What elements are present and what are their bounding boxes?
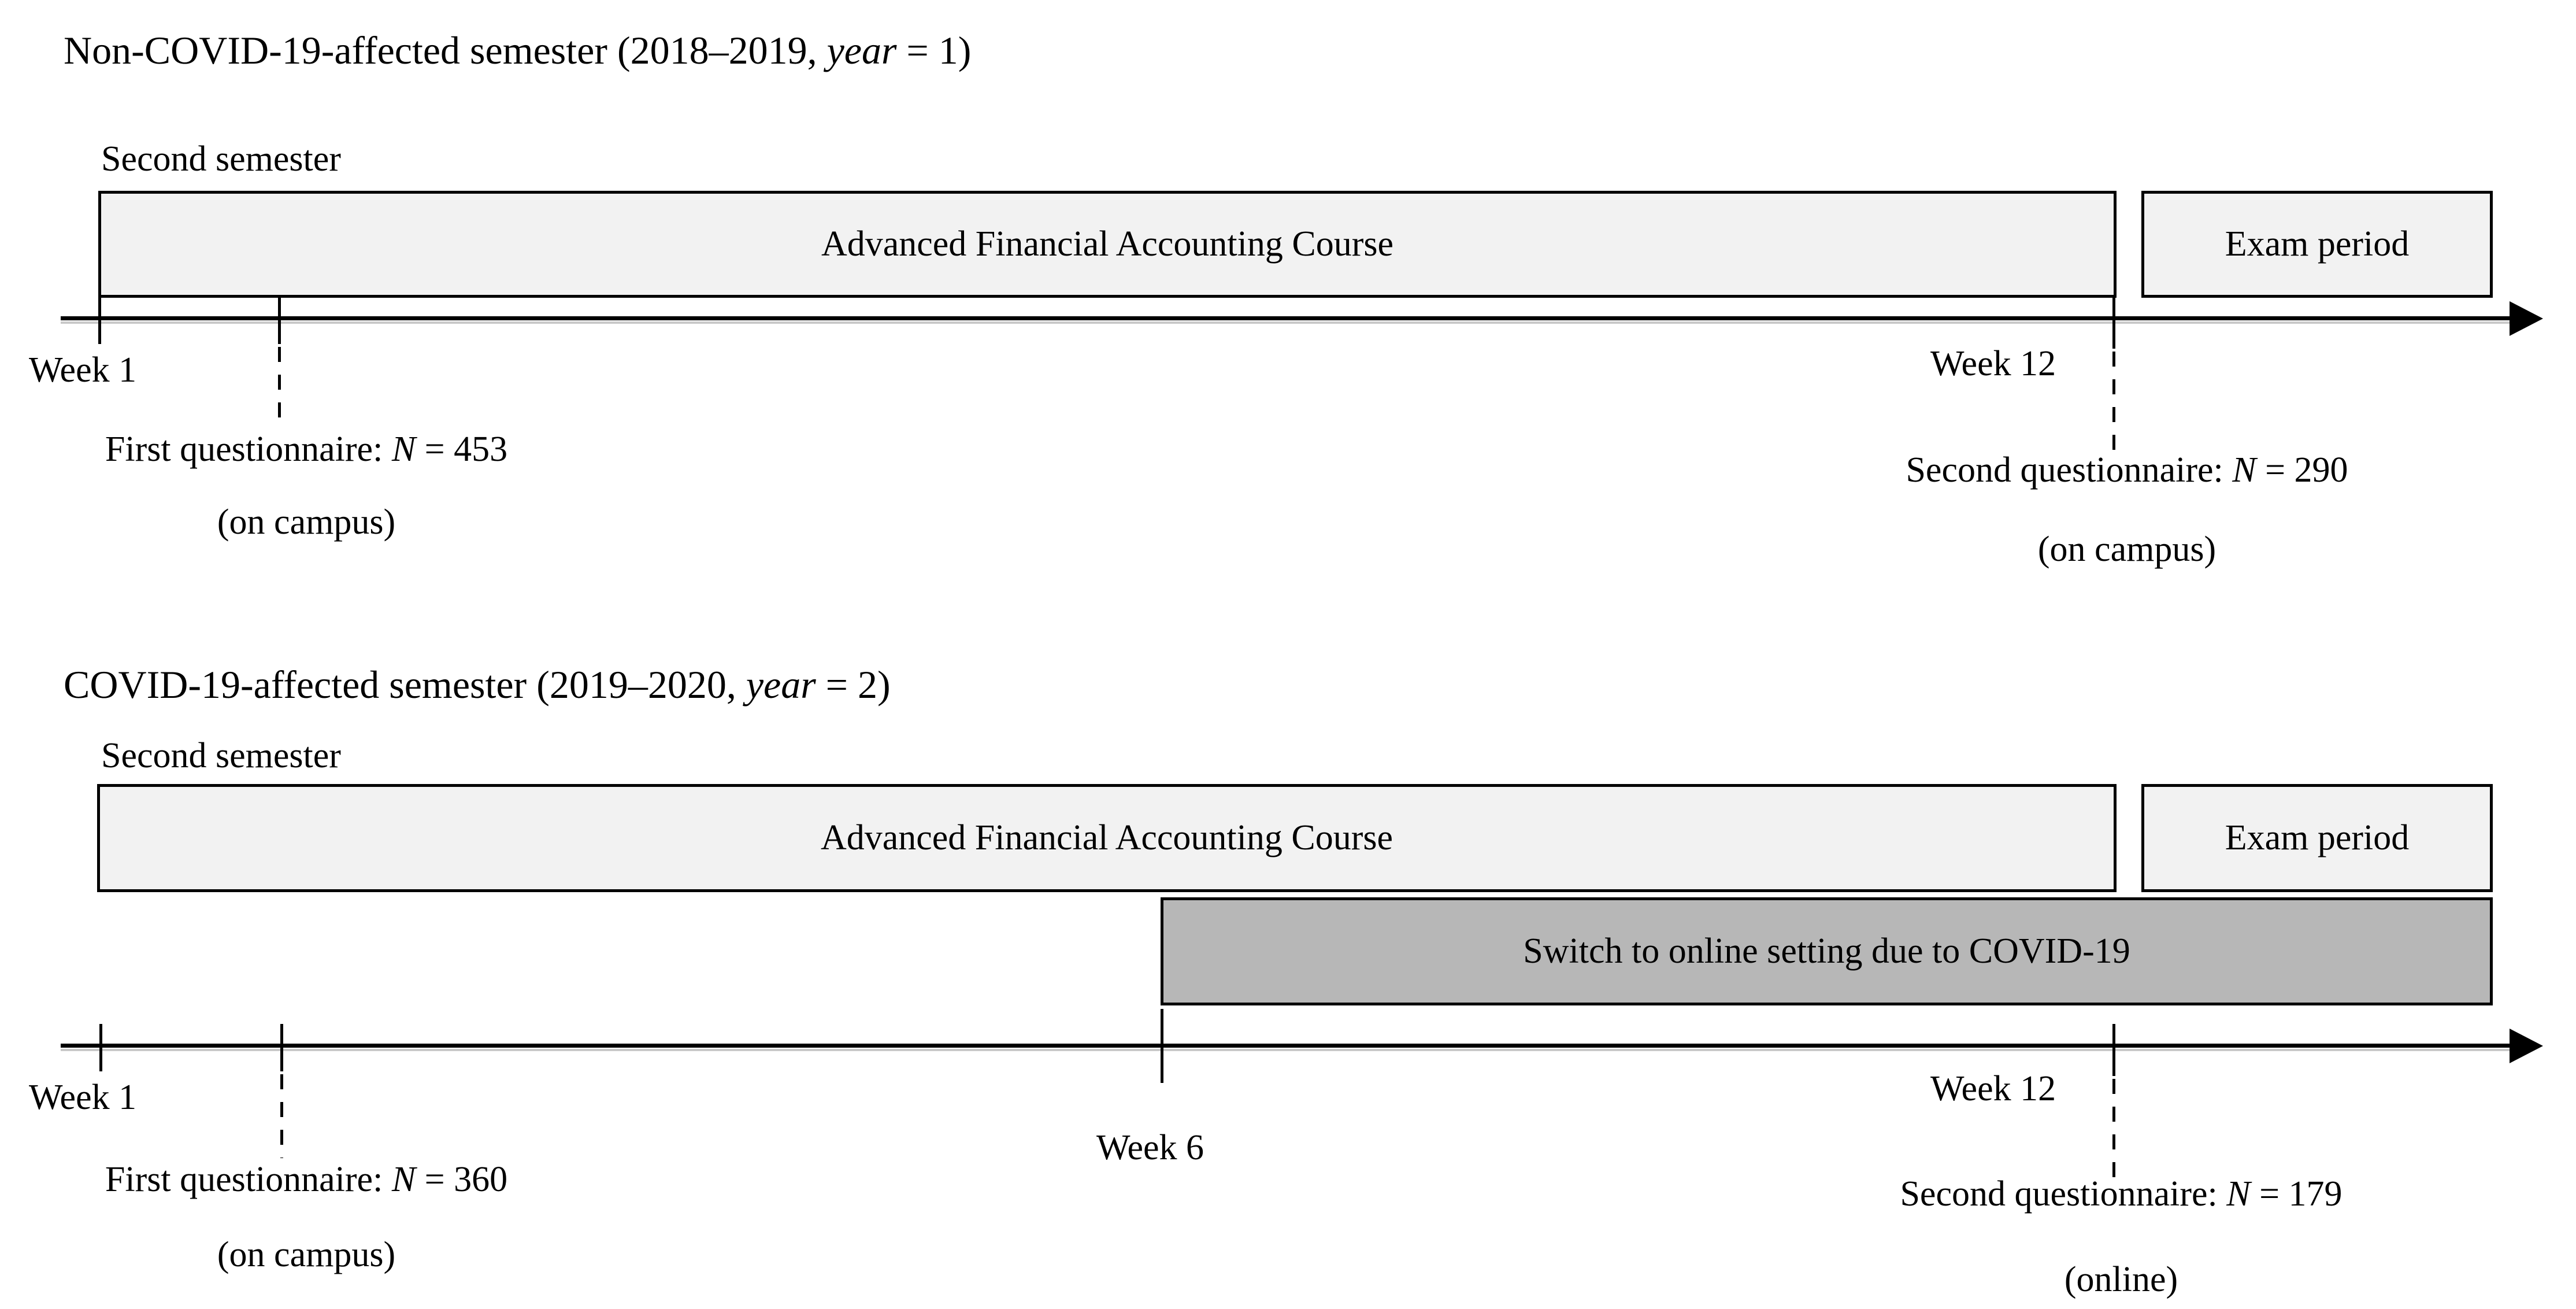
q-prefix: First questionnaire: [105, 1160, 392, 1199]
section2-week1-label: Week 1 [29, 1078, 137, 1117]
section1-week12-tick [2112, 297, 2115, 349]
section1-second-questionnaire-label: Second questionnaire: N = 290 [1861, 450, 2393, 491]
section1-week12-dashed-line [2112, 352, 2115, 458]
section1-second-questionnaire-mode: (on campus) [2037, 530, 2217, 569]
section2-exam-label: Exam period [2225, 818, 2410, 857]
section1-exam-label: Exam period [2225, 224, 2410, 264]
section1-first-questionnaire-mode: (on campus) [217, 502, 396, 542]
section1-week1-label: Week 1 [29, 350, 137, 390]
section1-exam-box: Exam period [2141, 191, 2493, 298]
section1-axis-arrowhead-icon [2510, 301, 2543, 336]
section1-title: Non-COVID-19-affected semester (2018–201… [64, 28, 971, 73]
section2-first-questionnaire-dashed-line [280, 1074, 283, 1158]
q-prefix: Second questionnaire: [1906, 450, 2233, 490]
section1-title-text: Non-COVID-19-affected semester (2018–201… [64, 28, 827, 72]
q-suffix: = 360 [416, 1160, 508, 1199]
section1-first-questionnaire-dashed-line [278, 347, 281, 428]
section2-online-switch-box: Switch to online setting due to COVID-19 [1161, 897, 2493, 1005]
section2-course-box: Advanced Financial Accounting Course [97, 784, 2117, 892]
section1-course-label: Advanced Financial Accounting Course [821, 224, 1394, 264]
q-suffix: = 453 [416, 430, 508, 469]
section2-week12-tick [2112, 1024, 2115, 1076]
section2-second-questionnaire-label: Second questionnaire: N = 179 [1855, 1174, 2387, 1215]
section2-first-questionnaire-mode: (on campus) [217, 1235, 396, 1274]
section2-title-variable: year [746, 663, 816, 707]
section2-axis-line [61, 1044, 2511, 1048]
q-variable: N [391, 1160, 416, 1199]
section1-first-questionnaire-tick [278, 297, 281, 344]
section2-title-suffix: = 2) [816, 663, 891, 707]
section1-title-variable: year [826, 28, 897, 72]
section2-week6-label: Week 6 [1096, 1128, 1204, 1167]
section2-first-questionnaire-label: First questionnaire: N = 360 [69, 1159, 543, 1200]
section2-axis-arrowhead-icon [2510, 1029, 2543, 1063]
section2-axis-shadow [61, 1049, 2511, 1051]
section2-week12-label: Week 12 [1930, 1069, 2056, 1108]
q-variable: N [2232, 450, 2256, 490]
q-suffix: = 290 [2256, 450, 2348, 490]
section2-first-questionnaire-tick [280, 1024, 283, 1071]
section2-week12-dashed-line [2112, 1079, 2115, 1180]
section2-semester-label: Second semester [101, 736, 341, 775]
section1-week1-tick [98, 297, 101, 344]
section2-exam-box: Exam period [2141, 784, 2493, 892]
section1-axis-shadow [61, 321, 2511, 324]
q-variable: N [2226, 1174, 2251, 1214]
section2-week6-tick [1161, 1009, 1163, 1083]
section2-course-label: Advanced Financial Accounting Course [820, 818, 1393, 857]
q-variable: N [391, 430, 416, 469]
section1-axis-line [61, 316, 2511, 320]
section2-title: COVID-19-affected semester (2019–2020, y… [64, 662, 891, 707]
section2-week1-tick [99, 1024, 102, 1071]
q-suffix: = 179 [2250, 1174, 2343, 1214]
q-prefix: First questionnaire: [105, 430, 392, 469]
section1-first-questionnaire-label: First questionnaire: N = 453 [69, 429, 543, 470]
section1-course-box: Advanced Financial Accounting Course [98, 191, 2117, 298]
q-prefix: Second questionnaire: [1900, 1174, 2227, 1214]
section2-second-questionnaire-mode: (online) [2064, 1260, 2178, 1299]
section1-semester-label: Second semester [101, 139, 341, 179]
section1-title-suffix: = 1) [896, 28, 972, 72]
section1-week12-label: Week 12 [1930, 344, 2056, 383]
section2-online-switch-label: Switch to online setting due to COVID-19 [1523, 931, 2130, 971]
section2-title-text: COVID-19-affected semester (2019–2020, [64, 663, 746, 707]
